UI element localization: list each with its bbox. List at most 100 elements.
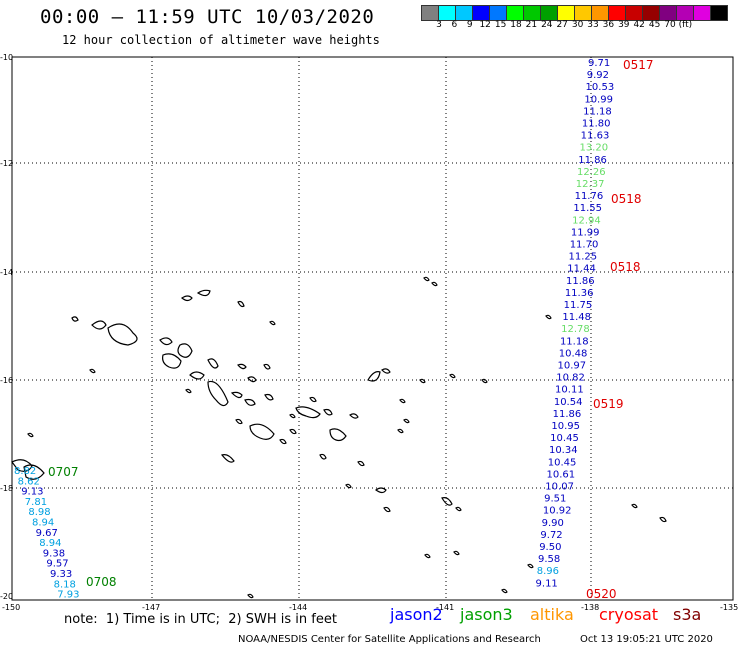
wave-height-value: 11.48 bbox=[562, 312, 591, 323]
wave-height-value: 9.11 bbox=[536, 578, 558, 589]
wave-height-value: 11.18 bbox=[583, 106, 612, 117]
wave-height-value: 10.82 bbox=[556, 373, 585, 384]
lon-tick-label: -147 bbox=[142, 603, 160, 612]
wave-height-value: 9.90 bbox=[542, 518, 564, 529]
wave-height-value: 9.38 bbox=[43, 548, 65, 559]
wave-height-value: 11.86 bbox=[566, 276, 595, 287]
wave-height-value: 10.61 bbox=[547, 469, 576, 480]
wave-height-value: 9.71 bbox=[588, 58, 610, 69]
wave-height-value: 11.44 bbox=[567, 264, 596, 275]
satellite-legend-entry: jason2 bbox=[390, 605, 443, 624]
lat-tick-label: -18 bbox=[0, 484, 13, 493]
colorbar-label: 70 bbox=[664, 20, 676, 30]
colorbar-label: 18 bbox=[510, 20, 522, 30]
wave-height-value: 11.25 bbox=[568, 252, 597, 263]
colorbar-label: 24 bbox=[541, 20, 553, 30]
wave-height-value: 11.36 bbox=[565, 288, 594, 299]
map-title: 00:00 – 11:59 UTC 10/03/2020 bbox=[40, 6, 375, 28]
colorbar-label: 21 bbox=[525, 20, 538, 30]
colorbar-label: 9 bbox=[466, 20, 473, 30]
satellite-legend-entry: s3a bbox=[673, 605, 702, 624]
wave-height-value: 9.50 bbox=[539, 542, 561, 553]
wave-height-value: 10.92 bbox=[543, 506, 572, 517]
pass-time-label: 0518 bbox=[611, 192, 642, 206]
wave-height-value: 11.70 bbox=[570, 240, 599, 251]
wave-height-value: 11.99 bbox=[571, 227, 600, 238]
colorbar-label: 3 bbox=[436, 20, 442, 30]
wave-height-value: 8.94 bbox=[32, 518, 54, 529]
colorbar-label: 30 bbox=[571, 20, 584, 30]
pass-time-label: 0519 bbox=[593, 397, 624, 411]
pass-time-label: 0708 bbox=[86, 575, 117, 589]
wave-height-value: 10.54 bbox=[554, 397, 583, 408]
lat-tick-label: -16 bbox=[0, 376, 13, 385]
pass-time-label: 0518 bbox=[610, 260, 641, 274]
lat-tick-label: -14 bbox=[0, 268, 13, 277]
wave-height-value: 7.81 bbox=[25, 497, 47, 508]
wave-height-value: 10.11 bbox=[555, 385, 584, 396]
pass-time-label: 0707 bbox=[48, 465, 79, 479]
lon-tick-label: -138 bbox=[581, 603, 599, 612]
wave-height-value: 9.58 bbox=[538, 554, 560, 565]
wave-height-value: 8.94 bbox=[39, 538, 61, 549]
lon-tick-label: -150 bbox=[2, 603, 20, 612]
wave-height-value: 11.80 bbox=[582, 119, 611, 130]
colorbar-label: (ft) bbox=[678, 20, 693, 30]
wave-height-value: 10.97 bbox=[558, 361, 587, 372]
colorbar-label: 42 bbox=[633, 20, 645, 30]
wave-height-value: 13.20 bbox=[579, 143, 608, 154]
wave-height-value: 8.82 bbox=[14, 466, 36, 477]
colorbar-label: 27 bbox=[556, 20, 568, 30]
wave-height-value: 10.99 bbox=[584, 94, 613, 105]
wave-height-value: 9.92 bbox=[587, 70, 609, 81]
colorbar-label: 45 bbox=[648, 20, 661, 30]
lat-lon-grid: -10 -12 -14 -16 -18 -20 -150 -147 -144 -141 -138 -1… bbox=[0, 53, 738, 612]
wave-height-value: 10.48 bbox=[559, 348, 588, 359]
wave-height-value: 12.78 bbox=[561, 324, 590, 335]
wave-height-value: 11.63 bbox=[581, 131, 610, 142]
map-subtitle: 12 hour collection of altimeter wave hei… bbox=[62, 33, 380, 47]
colorbar-label: 33 bbox=[587, 20, 599, 30]
wave-height-value: 8.18 bbox=[54, 579, 76, 590]
wave-height-value: 8.96 bbox=[537, 566, 559, 577]
wave-height-value: 10.45 bbox=[548, 457, 577, 468]
wave-height-value: 11.55 bbox=[573, 203, 602, 214]
wave-height-value: 9.13 bbox=[21, 487, 43, 498]
wave-height-value: 11.86 bbox=[578, 155, 607, 166]
footer-timestamp: Oct 13 19:05:21 UTC 2020 bbox=[580, 634, 713, 645]
wave-height-value: 10.45 bbox=[550, 433, 579, 444]
wave-height-value: 11.86 bbox=[553, 409, 582, 420]
wave-height-value: 9.67 bbox=[36, 528, 58, 539]
wave-height-value: 8.98 bbox=[28, 507, 50, 518]
lon-tick-label: -141 bbox=[436, 603, 454, 612]
colorbar-label: 39 bbox=[618, 20, 630, 30]
lon-tick-label: -135 bbox=[720, 603, 738, 612]
colorbar-label: 12 bbox=[479, 20, 491, 30]
wave-height-value: 9.51 bbox=[544, 494, 566, 505]
wave-height-value: 12.37 bbox=[576, 179, 605, 190]
wave-height-value: 9.33 bbox=[50, 569, 72, 580]
units-note: note: 1) Time is in UTC; 2) SWH is in fe… bbox=[64, 612, 337, 627]
colorbar-label: 15 bbox=[494, 20, 507, 30]
wave-height-colorbar bbox=[421, 5, 728, 21]
wave-height-value: 12.26 bbox=[577, 167, 606, 178]
colorbar-swatch bbox=[710, 5, 728, 21]
wave-height-value: 9.57 bbox=[46, 559, 68, 570]
colorbar-label: 6 bbox=[451, 20, 458, 30]
lat-tick-label: -20 bbox=[0, 592, 13, 601]
pass-time-label: 0520 bbox=[586, 587, 617, 601]
wave-height-value: 10.95 bbox=[551, 421, 580, 432]
wave-height-value: 11.18 bbox=[560, 336, 589, 347]
wave-height-value: 11.76 bbox=[575, 191, 604, 202]
wave-height-value: 12.94 bbox=[572, 215, 601, 226]
wave-height-value: 11.75 bbox=[564, 300, 593, 311]
map-frame bbox=[11, 56, 734, 601]
wave-height-value: 10.53 bbox=[586, 82, 615, 93]
satellite-legend-entry: cryosat bbox=[599, 605, 659, 624]
wave-height-value: 8.62 bbox=[18, 476, 40, 487]
lon-tick-label: -144 bbox=[289, 603, 307, 612]
satellite-legend-entry: altika bbox=[530, 605, 574, 624]
island-outlines bbox=[11, 276, 667, 599]
wave-height-value: 10.07 bbox=[545, 482, 574, 493]
